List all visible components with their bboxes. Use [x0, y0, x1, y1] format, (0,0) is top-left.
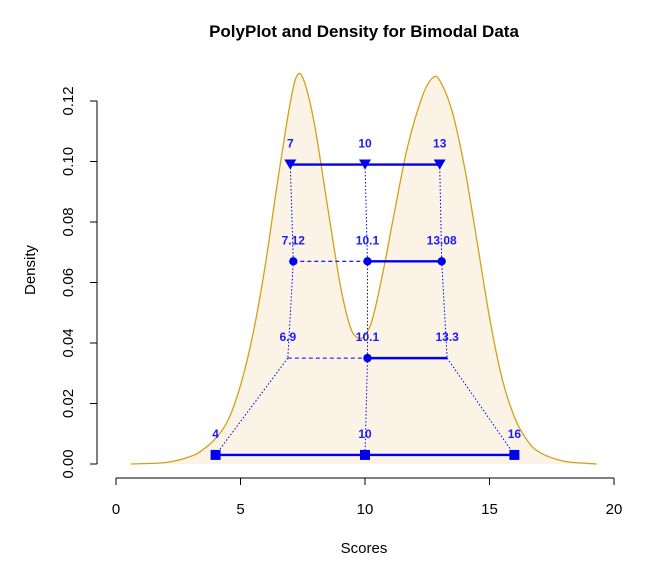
marker-q1-2 — [433, 159, 446, 170]
connector-q2-left — [287, 261, 294, 359]
polyplot-layer — [210, 159, 520, 460]
point-label-q3-0: 6.9 — [279, 330, 296, 344]
x-tick-label-15: 15 — [481, 501, 498, 518]
point-label-q1-1: 10 — [358, 137, 372, 151]
density-layer — [130, 72, 597, 465]
y-tick-label-3: 0.06 — [60, 268, 77, 297]
connector-layer — [215, 164, 515, 456]
marker-q2-0 — [289, 257, 298, 266]
connector-q3-left — [215, 357, 289, 456]
point-label-q4-1: 10 — [358, 427, 372, 441]
density-fill — [130, 73, 597, 464]
y-tick-label-0: 0.00 — [60, 449, 77, 478]
y-tick-label-5: 0.10 — [60, 147, 77, 176]
y-axis: 0.00 0.02 0.04 0.06 0.08 0.10 0.12 — [60, 86, 98, 479]
marker-q4-0 — [210, 449, 221, 460]
x-axis-label: Scores — [341, 540, 388, 557]
x-axis: 0 5 10 15 20 — [112, 477, 623, 518]
point-label-q2-0: 7.12 — [282, 233, 306, 247]
point-label-q3-2: 13.3 — [435, 330, 459, 344]
x-tick-label-20: 20 — [606, 501, 623, 518]
point-label-q4-2: 16 — [508, 427, 522, 441]
point-label-q3-1: 10.1 — [356, 330, 380, 344]
marker-q4-2 — [509, 449, 520, 460]
y-axis-label: Density — [22, 244, 39, 295]
connector-q3-right — [446, 357, 515, 456]
point-label-q4-0: 4 — [212, 427, 219, 441]
marker-q3-1 — [363, 353, 372, 363]
point-label-layer: 7 10 13 7.12 10.1 13.08 6.9 10.1 13.3 4 10 16 — [212, 137, 521, 441]
connector-q1-middle — [364, 164, 368, 262]
x-tick-label-5: 5 — [236, 501, 244, 518]
density-curve — [130, 72, 597, 465]
connector-q2-right — [441, 261, 448, 359]
x-tick-label-0: 0 — [112, 501, 120, 518]
y-tick-label-2: 0.04 — [60, 328, 77, 357]
point-label-q1-2: 13 — [433, 137, 447, 151]
chart-title: PolyPlot and Density for Bimodal Data — [209, 22, 519, 41]
connector-q1-right — [439, 164, 443, 262]
point-label-q2-2: 13.08 — [427, 233, 457, 247]
marker-q2-1 — [363, 257, 372, 266]
connector-q3-middle — [364, 358, 368, 455]
x-tick-label-10: 10 — [357, 501, 374, 518]
marker-q1-0 — [284, 159, 297, 170]
point-label-q1-0: 7 — [287, 137, 294, 151]
y-tick-label-6: 0.12 — [60, 86, 77, 115]
marker-q2-2 — [437, 257, 446, 266]
marker-q1-1 — [359, 159, 371, 170]
connector-q1-left — [289, 164, 294, 262]
y-tick-label-1: 0.02 — [60, 389, 77, 418]
point-label-q2-1: 10.1 — [356, 233, 380, 247]
y-tick-label-4: 0.08 — [60, 207, 77, 236]
marker-q4-1 — [360, 449, 370, 460]
